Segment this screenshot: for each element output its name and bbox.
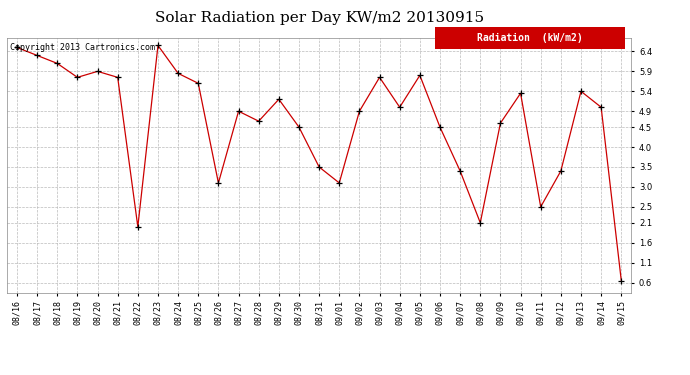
Title: Solar Radiation per Day KW/m2 20130915: Solar Radiation per Day KW/m2 20130915 — [155, 11, 484, 25]
Text: Copyright 2013 Cartronics.com: Copyright 2013 Cartronics.com — [10, 43, 155, 52]
